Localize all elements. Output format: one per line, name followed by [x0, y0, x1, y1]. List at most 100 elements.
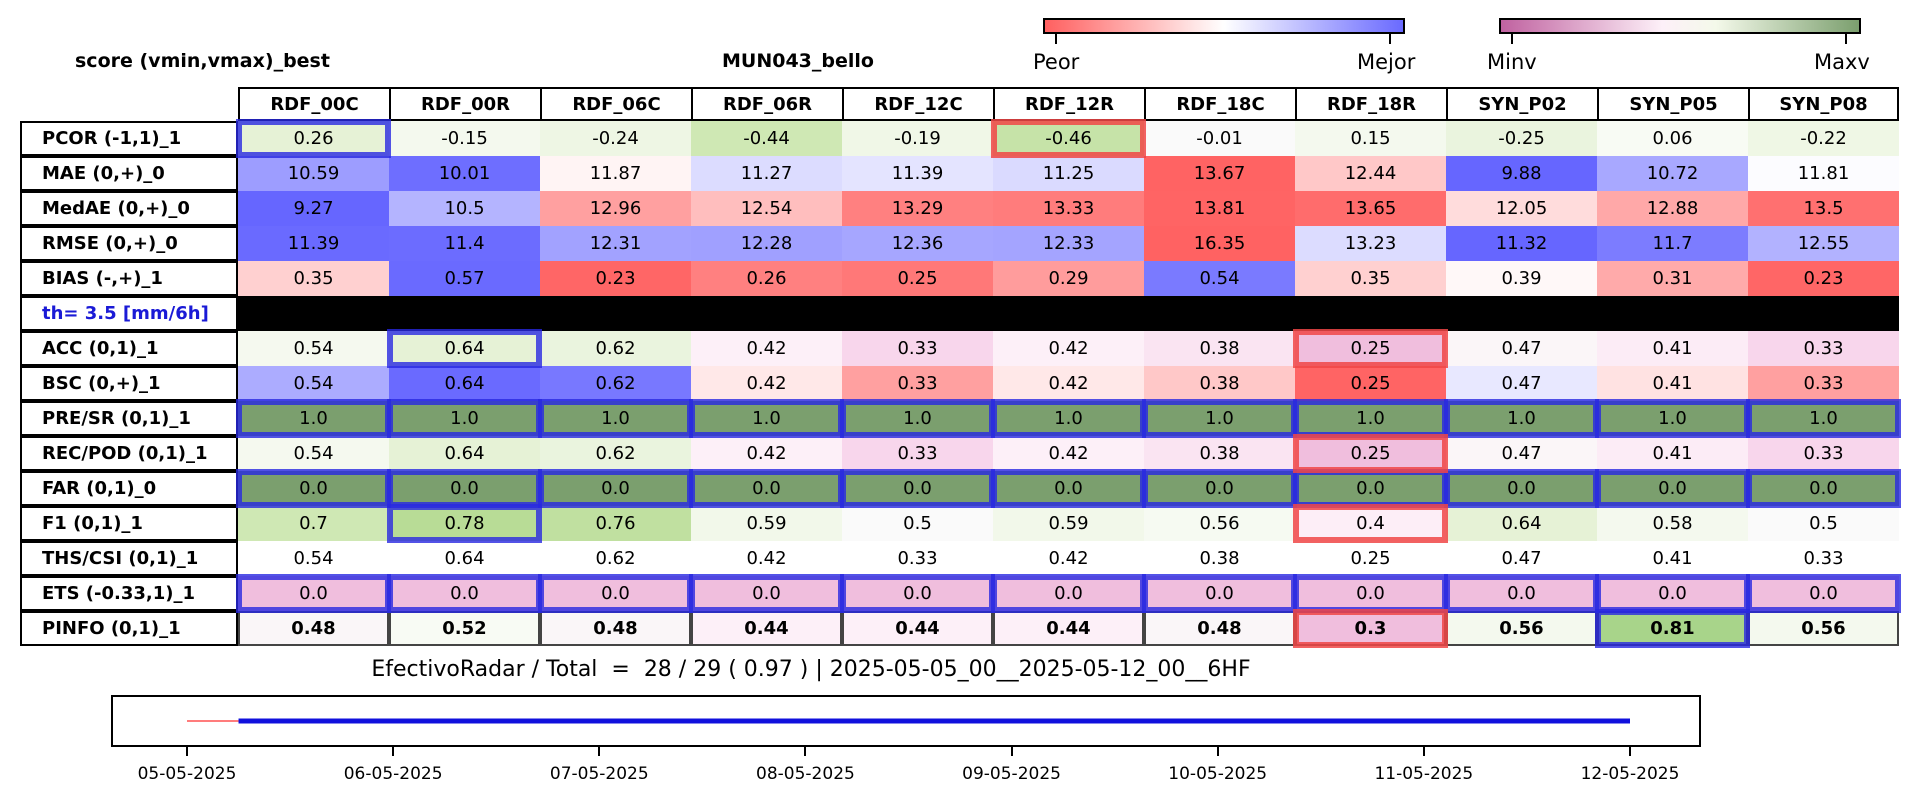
table-cell: 0.64: [389, 541, 540, 576]
timeline-tick: [804, 747, 807, 756]
table-cell: -0.22: [1748, 121, 1899, 156]
timeline-tick-label: 06-05-2025: [343, 764, 443, 784]
table-cell: 0.58: [1597, 506, 1748, 541]
table-cell: 0.33: [842, 366, 993, 401]
timeline-panel: [111, 695, 1701, 747]
table-cell: 1.0: [238, 401, 389, 436]
table-cell: 1.0: [1597, 401, 1748, 436]
table-cell: 0.0: [540, 471, 691, 506]
column-header-syn_p08: SYN_P08: [1748, 87, 1899, 121]
table-cell: 0.5: [1748, 506, 1899, 541]
threshold-separator-bar: [238, 296, 1899, 331]
column-header-syn_p05: SYN_P05: [1597, 87, 1750, 121]
table-cell: -0.24: [540, 121, 691, 156]
score-colorbar: [1043, 18, 1405, 34]
table-cell: 13.81: [1144, 191, 1295, 226]
table-cell: 0.0: [1295, 576, 1446, 611]
table-cell: 0.41: [1597, 541, 1748, 576]
timeline-tick: [392, 747, 395, 756]
column-header-rdf_06c: RDF_06C: [540, 87, 693, 121]
table-cell: 0.0: [238, 471, 389, 506]
table-cell: 0.38: [1144, 331, 1295, 366]
table-cell: 13.5: [1748, 191, 1899, 226]
table-cell: 0.62: [540, 331, 691, 366]
table-cell: 1.0: [993, 401, 1144, 436]
row-label: RMSE (0,+)_0: [20, 226, 238, 261]
table-cell: 0.38: [1144, 541, 1295, 576]
table-cell: 0.62: [540, 541, 691, 576]
row-label: FAR (0,1)_0: [20, 471, 238, 506]
row-label: BSC (0,+)_1: [20, 366, 238, 401]
table-cell: 0.59: [993, 506, 1144, 541]
table-cell: 0.25: [1295, 541, 1446, 576]
table-cell: 0.0: [993, 471, 1144, 506]
table-cell: 11.25: [993, 156, 1144, 191]
row-label: REC/POD (0,1)_1: [20, 436, 238, 471]
table-cell: 0.76: [540, 506, 691, 541]
table-cell: 0.56: [1748, 611, 1899, 646]
table-cell: 0.06: [1597, 121, 1748, 156]
table-cell: 0.47: [1446, 436, 1597, 471]
table-cell: 0.0: [1144, 576, 1295, 611]
row-label: THS/CSI (0,1)_1: [20, 541, 238, 576]
table-cell: 12.54: [691, 191, 842, 226]
table-cell: 0.42: [691, 541, 842, 576]
column-header-rdf_12c: RDF_12C: [842, 87, 995, 121]
row-label: ETS (-0.33,1)_1: [20, 576, 238, 611]
table-cell: 0.0: [1597, 471, 1748, 506]
table-cell: 11.87: [540, 156, 691, 191]
table-cell: 0.81: [1597, 611, 1748, 646]
table-cell: 12.96: [540, 191, 691, 226]
row-label: ACC (0,1)_1: [20, 331, 238, 366]
table-cell: 10.59: [238, 156, 389, 191]
timeline-tick: [1422, 747, 1425, 756]
table-cell: 0.0: [691, 471, 842, 506]
table-cell: 0.38: [1144, 366, 1295, 401]
table-cell: 0.23: [1748, 261, 1899, 296]
score-colorbar-min-label: Peor: [1033, 50, 1080, 74]
table-cell: 0.3: [1295, 611, 1446, 646]
table-cell: 0.39: [1446, 261, 1597, 296]
table-cell: 0.78: [389, 506, 540, 541]
table-cell: 0.44: [842, 611, 993, 646]
timeline-tick-label: 11-05-2025: [1374, 764, 1474, 784]
table-cell: 0.57: [389, 261, 540, 296]
table-cell: 1.0: [389, 401, 540, 436]
table-cell: 9.88: [1446, 156, 1597, 191]
table-cell: 12.55: [1748, 226, 1899, 261]
table-cell: 12.33: [993, 226, 1144, 261]
table-cell: 0.42: [993, 436, 1144, 471]
table-cell: 0.0: [842, 576, 993, 611]
table-cell: 12.05: [1446, 191, 1597, 226]
table-cell: 11.39: [238, 226, 389, 261]
table-cell: 0.7: [238, 506, 389, 541]
table-cell: 0.47: [1446, 331, 1597, 366]
timeline-tick-label: 12-05-2025: [1580, 764, 1680, 784]
timeline-tick-label: 09-05-2025: [962, 764, 1061, 784]
value-colorbar: [1499, 18, 1861, 34]
table-cell: 1.0: [1295, 401, 1446, 436]
station-title: MUN043_bello: [722, 50, 874, 72]
table-cell: 0.42: [993, 366, 1144, 401]
summary-line: EfectivoRadar / Total = 28 / 29 ( 0.97 )…: [371, 657, 1251, 682]
table-cell: 0.48: [238, 611, 389, 646]
table-cell: 0.25: [1295, 436, 1446, 471]
table-cell: 13.65: [1295, 191, 1446, 226]
value-colorbar-min-label: Minv: [1487, 50, 1537, 74]
table-cell: 12.36: [842, 226, 993, 261]
table-cell: 0.23: [540, 261, 691, 296]
table-cell: 0.5: [842, 506, 993, 541]
table-cell: 0.15: [1295, 121, 1446, 156]
timeline-tick-label: 05-05-2025: [137, 764, 237, 784]
table-cell: 0.0: [1144, 471, 1295, 506]
table-cell: 0.41: [1597, 436, 1748, 471]
table-cell: 16.35: [1144, 226, 1295, 261]
table-cell: 11.39: [842, 156, 993, 191]
table-cell: -0.15: [389, 121, 540, 156]
table-cell: 0.33: [842, 541, 993, 576]
table-cell: 1.0: [842, 401, 993, 436]
table-cell: 0.62: [540, 366, 691, 401]
table-cell: 0.25: [1295, 366, 1446, 401]
table-cell: 10.01: [389, 156, 540, 191]
row-label: BIAS (-,+)_1: [20, 261, 238, 296]
